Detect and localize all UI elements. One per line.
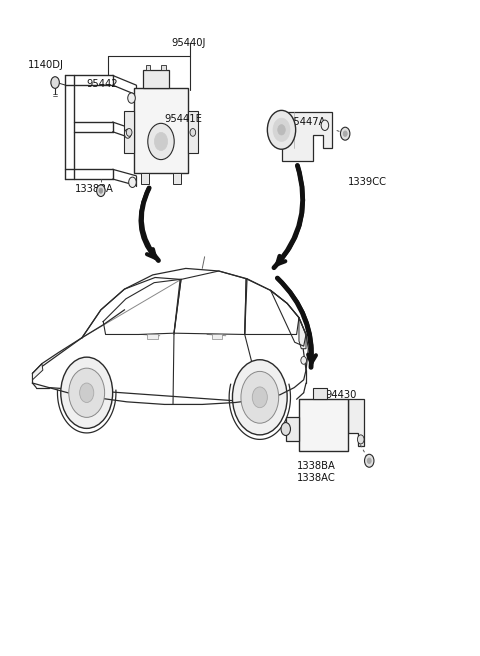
Circle shape xyxy=(99,188,103,194)
Circle shape xyxy=(69,368,105,417)
Circle shape xyxy=(80,383,94,403)
Circle shape xyxy=(364,455,374,467)
Circle shape xyxy=(321,120,329,131)
Bar xyxy=(124,111,134,153)
Polygon shape xyxy=(282,112,332,161)
Bar xyxy=(172,173,181,184)
Circle shape xyxy=(281,422,290,436)
Text: 95447A: 95447A xyxy=(287,117,325,127)
Circle shape xyxy=(301,356,307,364)
Circle shape xyxy=(96,185,105,197)
Polygon shape xyxy=(348,400,363,446)
Text: 94430: 94430 xyxy=(325,390,356,400)
Circle shape xyxy=(278,125,285,135)
Bar xyxy=(212,335,222,339)
Text: 95441E: 95441E xyxy=(165,114,203,125)
Circle shape xyxy=(241,371,279,423)
Bar xyxy=(313,388,327,400)
Circle shape xyxy=(273,118,290,142)
Bar xyxy=(141,173,149,184)
Bar xyxy=(146,335,158,339)
Bar xyxy=(286,417,299,441)
Text: 95440J: 95440J xyxy=(172,38,206,48)
Circle shape xyxy=(129,177,136,188)
Circle shape xyxy=(124,129,131,138)
Polygon shape xyxy=(33,363,43,380)
Circle shape xyxy=(343,131,347,136)
Circle shape xyxy=(367,458,371,463)
Circle shape xyxy=(155,133,168,150)
Bar xyxy=(299,400,348,451)
Circle shape xyxy=(358,435,364,444)
Circle shape xyxy=(232,359,287,435)
Text: 95442: 95442 xyxy=(87,79,119,89)
Circle shape xyxy=(267,110,296,150)
Text: 1338BA: 1338BA xyxy=(75,184,114,194)
Circle shape xyxy=(126,129,132,136)
Bar xyxy=(188,111,198,153)
Text: 1339CC: 1339CC xyxy=(348,177,386,187)
Text: 1338AC: 1338AC xyxy=(297,473,336,483)
Text: 1140DJ: 1140DJ xyxy=(28,60,64,70)
Circle shape xyxy=(252,387,267,407)
Bar xyxy=(144,70,169,89)
Polygon shape xyxy=(299,318,306,349)
Circle shape xyxy=(340,127,350,140)
Text: 1338BA: 1338BA xyxy=(297,461,336,471)
Bar xyxy=(134,89,188,173)
Circle shape xyxy=(128,93,135,103)
Circle shape xyxy=(61,357,113,428)
Circle shape xyxy=(190,129,196,136)
Bar xyxy=(145,65,150,70)
Circle shape xyxy=(51,77,60,89)
Bar xyxy=(161,65,166,70)
Circle shape xyxy=(148,123,174,159)
